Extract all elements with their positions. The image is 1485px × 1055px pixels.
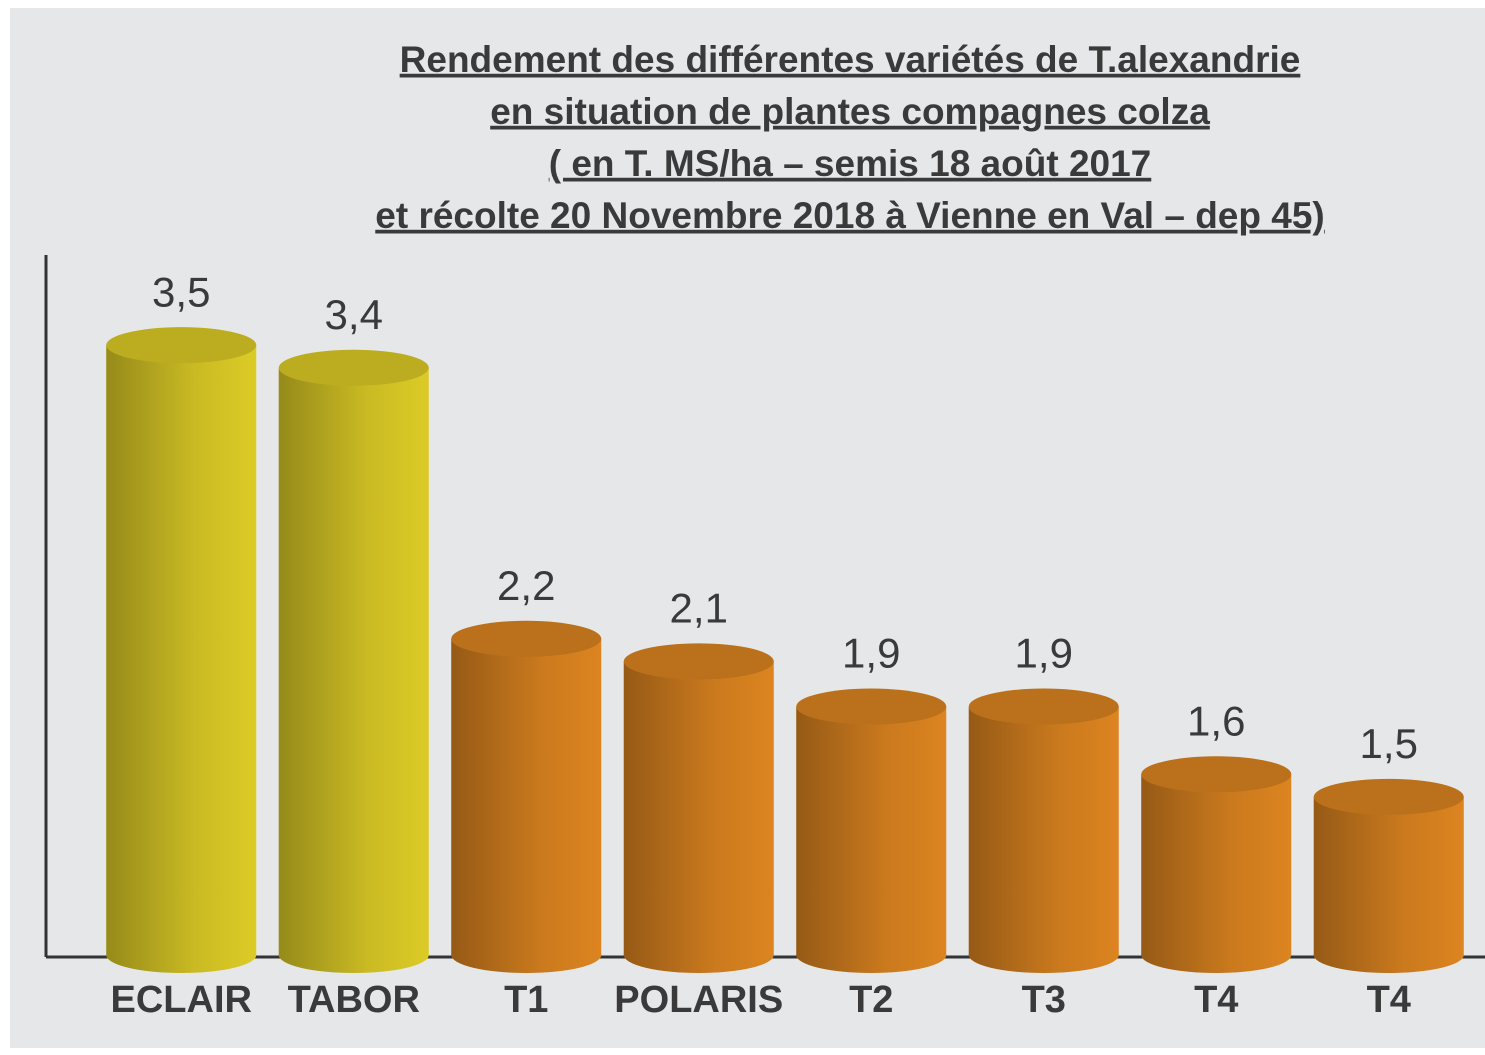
bar-cap xyxy=(968,688,1119,725)
bar-cap xyxy=(278,349,429,386)
chart-title: et récolte 20 Novembre 2018 à Vienne en … xyxy=(375,195,1324,236)
x-tick-label: T3 xyxy=(1022,979,1066,1021)
value-label: 3,4 xyxy=(325,291,383,338)
bar-cap-shade xyxy=(278,349,429,386)
bar-cap-shade xyxy=(796,688,947,725)
value-label: 2,1 xyxy=(670,584,728,631)
chart-title: Rendement des différentes variétés de T.… xyxy=(400,39,1301,80)
bar-shade xyxy=(451,638,602,955)
bar-cap-shade xyxy=(1313,778,1464,815)
value-label: 2,2 xyxy=(497,562,555,609)
x-tick-label: T4 xyxy=(1194,979,1238,1021)
chart-title: ( en T. MS/ha – semis 18 août 2017 xyxy=(549,143,1152,184)
bar-cap xyxy=(796,688,947,725)
bar-shade xyxy=(623,661,774,955)
value-label: 1,6 xyxy=(1187,697,1245,744)
bar-shade xyxy=(796,706,947,955)
bar-cap-shade xyxy=(968,688,1119,725)
x-tick-label: T1 xyxy=(504,979,548,1021)
bar-shade xyxy=(1141,774,1292,955)
bar-cap xyxy=(1141,756,1292,793)
bar-cap xyxy=(1313,778,1464,815)
bar-cap-shade xyxy=(1141,756,1292,793)
value-label: 1,9 xyxy=(1015,630,1073,677)
bar-shade xyxy=(278,367,429,955)
bar-cap-shade xyxy=(106,327,257,364)
bar-cap xyxy=(106,327,257,364)
x-tick-label: TABOR xyxy=(288,979,420,1021)
bar-cap-shade xyxy=(623,643,774,680)
bar-cap-shade xyxy=(451,620,602,657)
x-tick-label: ECLAIR xyxy=(111,979,252,1021)
x-tick-label: T2 xyxy=(849,979,893,1021)
bar-shade xyxy=(968,706,1119,955)
bar-shade xyxy=(1313,796,1464,955)
x-tick-label: T4 xyxy=(1367,979,1411,1021)
bar-cap xyxy=(623,643,774,680)
bar-shade xyxy=(106,345,257,955)
value-label: 3,5 xyxy=(152,268,210,315)
value-label: 1,5 xyxy=(1360,720,1418,767)
x-tick-label: POLARIS xyxy=(614,979,783,1021)
value-label: 1,9 xyxy=(842,630,900,677)
chart-title: en situation de plantes compagnes colza xyxy=(490,91,1210,132)
bar-cap xyxy=(451,620,602,657)
